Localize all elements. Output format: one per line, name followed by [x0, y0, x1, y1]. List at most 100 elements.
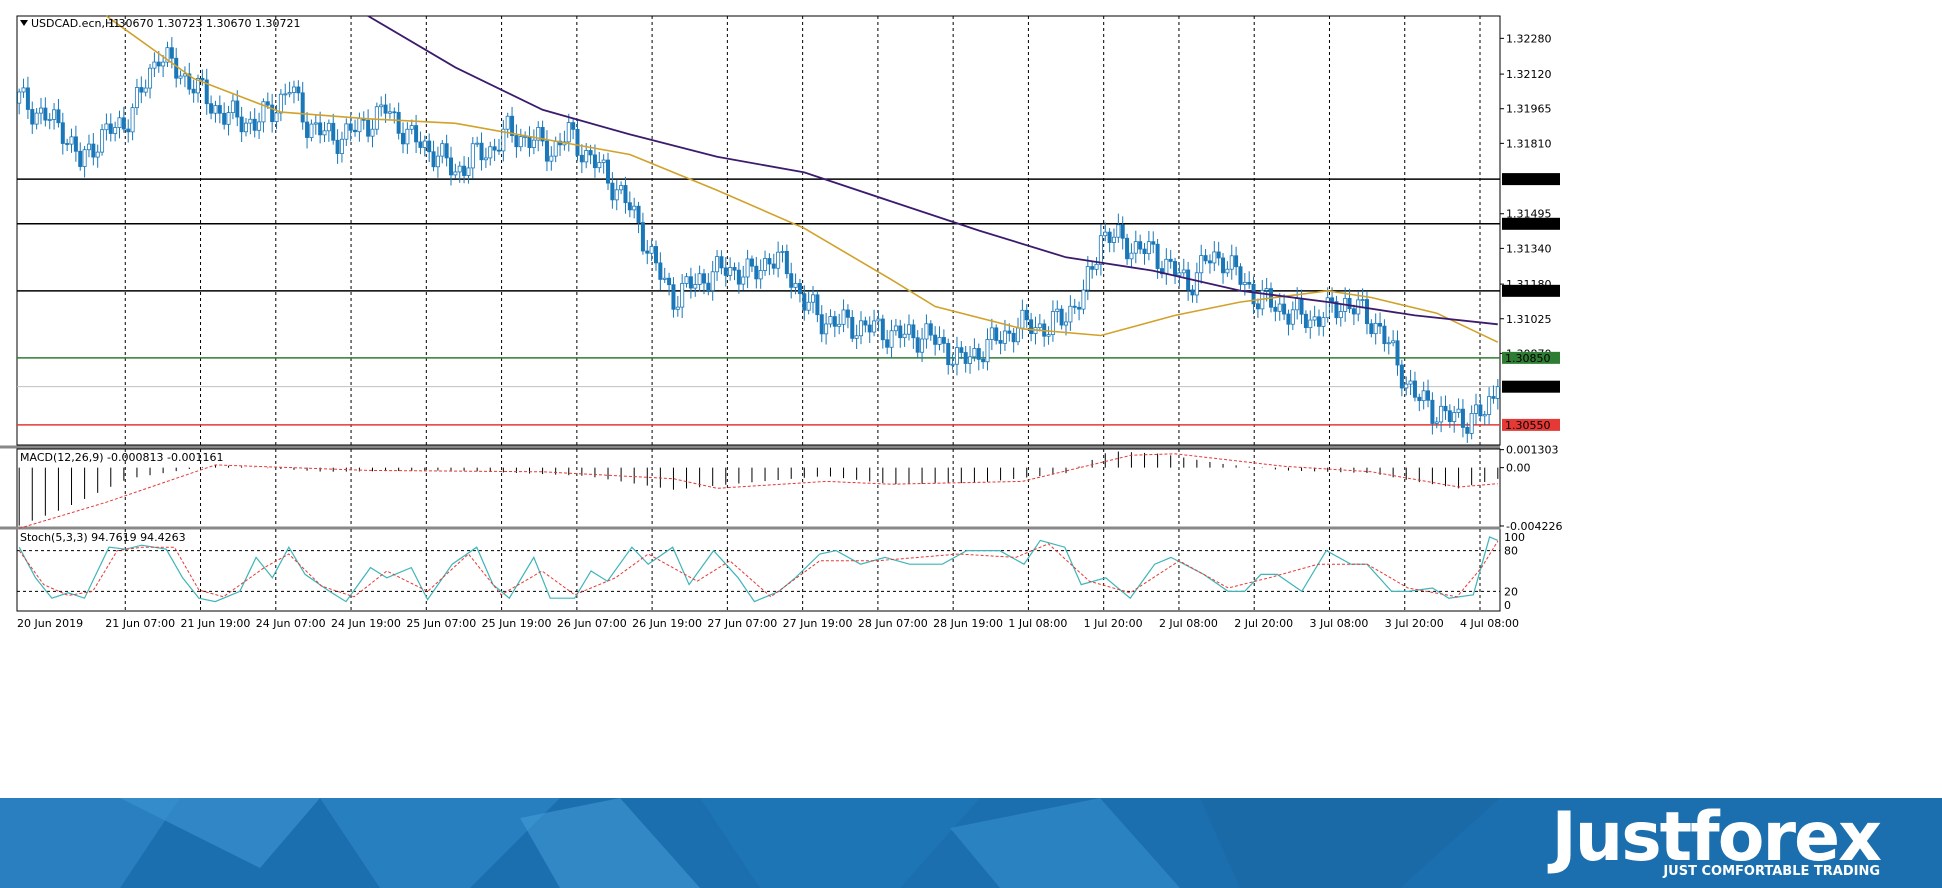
level-price-tag [1502, 173, 1560, 186]
candle-body [1251, 283, 1256, 305]
time-axis-label: 25 Jun 19:00 [482, 617, 552, 630]
time-axis-label: 26 Jun 07:00 [557, 617, 627, 630]
candle-body [134, 87, 139, 109]
candle-body [719, 256, 724, 269]
candle-body [736, 269, 741, 285]
candle-body [1207, 260, 1212, 264]
candle-body [143, 87, 148, 93]
candle-body [1273, 306, 1278, 312]
candle-body [1142, 248, 1147, 255]
candle-body [1081, 289, 1086, 310]
candle-body [1181, 269, 1186, 274]
candle-body [1059, 308, 1064, 326]
candle-body [941, 337, 946, 344]
candle-body [396, 111, 401, 134]
candle-body [876, 318, 881, 322]
candle-body [723, 267, 728, 276]
candle-body [1116, 224, 1121, 238]
candle-body [453, 171, 458, 176]
candle-body [706, 282, 711, 291]
candle-body [828, 316, 833, 325]
time-axis-label: 1 Jul 08:00 [1008, 617, 1067, 630]
candle-body [165, 47, 170, 63]
candle-body [915, 337, 920, 353]
candle-body [235, 100, 240, 118]
candle-body [885, 339, 890, 348]
candle-body [21, 87, 26, 93]
candle-body [579, 154, 584, 163]
candle-body [1290, 309, 1295, 325]
candle-body [1146, 241, 1151, 255]
candle-body [832, 316, 837, 327]
macd-signal-line [19, 453, 1498, 529]
candle-body [204, 79, 209, 105]
stoch-axis-label: 80 [1504, 545, 1518, 558]
candle-body [623, 185, 628, 204]
candle-body [91, 143, 96, 158]
candle-body [854, 335, 859, 339]
candle-body [1338, 311, 1343, 319]
candle-body [1068, 305, 1073, 323]
candle-body [649, 246, 654, 254]
candle-body [954, 347, 959, 365]
candle-body [1491, 396, 1496, 399]
candle-body [784, 250, 789, 275]
candle-body [1212, 251, 1217, 264]
candle-body [640, 222, 645, 252]
candle-body [1177, 272, 1182, 276]
candle-body [1325, 297, 1330, 319]
candle-body [1430, 399, 1435, 424]
candle-body [619, 185, 624, 191]
candle-body [728, 267, 733, 276]
candle-body [209, 103, 214, 114]
candle-body [950, 363, 955, 366]
candle-body [431, 151, 436, 168]
candle-body [257, 121, 262, 131]
candle-body [789, 273, 794, 288]
candle-body [933, 334, 938, 345]
candle-body [427, 140, 432, 153]
candle-body [34, 112, 39, 125]
candle-body [1417, 396, 1422, 402]
candle-body [1351, 308, 1356, 315]
candle-body [1238, 266, 1243, 285]
time-axis-label: 2 Jul 20:00 [1234, 617, 1293, 630]
candle-body [470, 143, 475, 169]
candle-body [113, 127, 118, 134]
moving-average-fast [105, 15, 1499, 343]
candle-body [1321, 317, 1326, 327]
candle-body [968, 356, 973, 364]
candle-body [82, 149, 87, 167]
level-price-label: 1.31650 [1505, 173, 1551, 186]
candle-body [802, 293, 807, 311]
candle-body [492, 146, 497, 151]
candle-body [148, 67, 153, 89]
candle-body [1360, 299, 1365, 301]
candle-body [1125, 237, 1130, 260]
candle-body [758, 270, 763, 280]
candle-body [527, 136, 532, 149]
candle-body [601, 159, 606, 163]
candle-body [1103, 231, 1108, 237]
level-price-label: 1.30850 [1505, 352, 1551, 365]
candle-body [610, 182, 615, 201]
candle-body [688, 276, 693, 289]
candle-body [1469, 413, 1474, 434]
candle-body [370, 128, 375, 137]
ohlc-label: 1.30670 1.30723 1.30670 1.30721 [108, 17, 300, 30]
candle-body [867, 324, 872, 333]
symbol-dropdown-arrow [20, 20, 28, 26]
candle-body [1229, 255, 1234, 270]
time-axis-label: 3 Jul 20:00 [1385, 617, 1444, 630]
candle-body [278, 93, 283, 114]
candle-body [47, 119, 52, 121]
candle-body [518, 136, 523, 148]
candle-body [920, 338, 925, 353]
candle-body [25, 87, 30, 110]
candle-body [95, 151, 100, 158]
candle-body [1308, 319, 1313, 329]
candle-body [754, 265, 759, 280]
candle-body [348, 123, 353, 131]
price-axis-label: 1.31965 [1506, 103, 1552, 116]
